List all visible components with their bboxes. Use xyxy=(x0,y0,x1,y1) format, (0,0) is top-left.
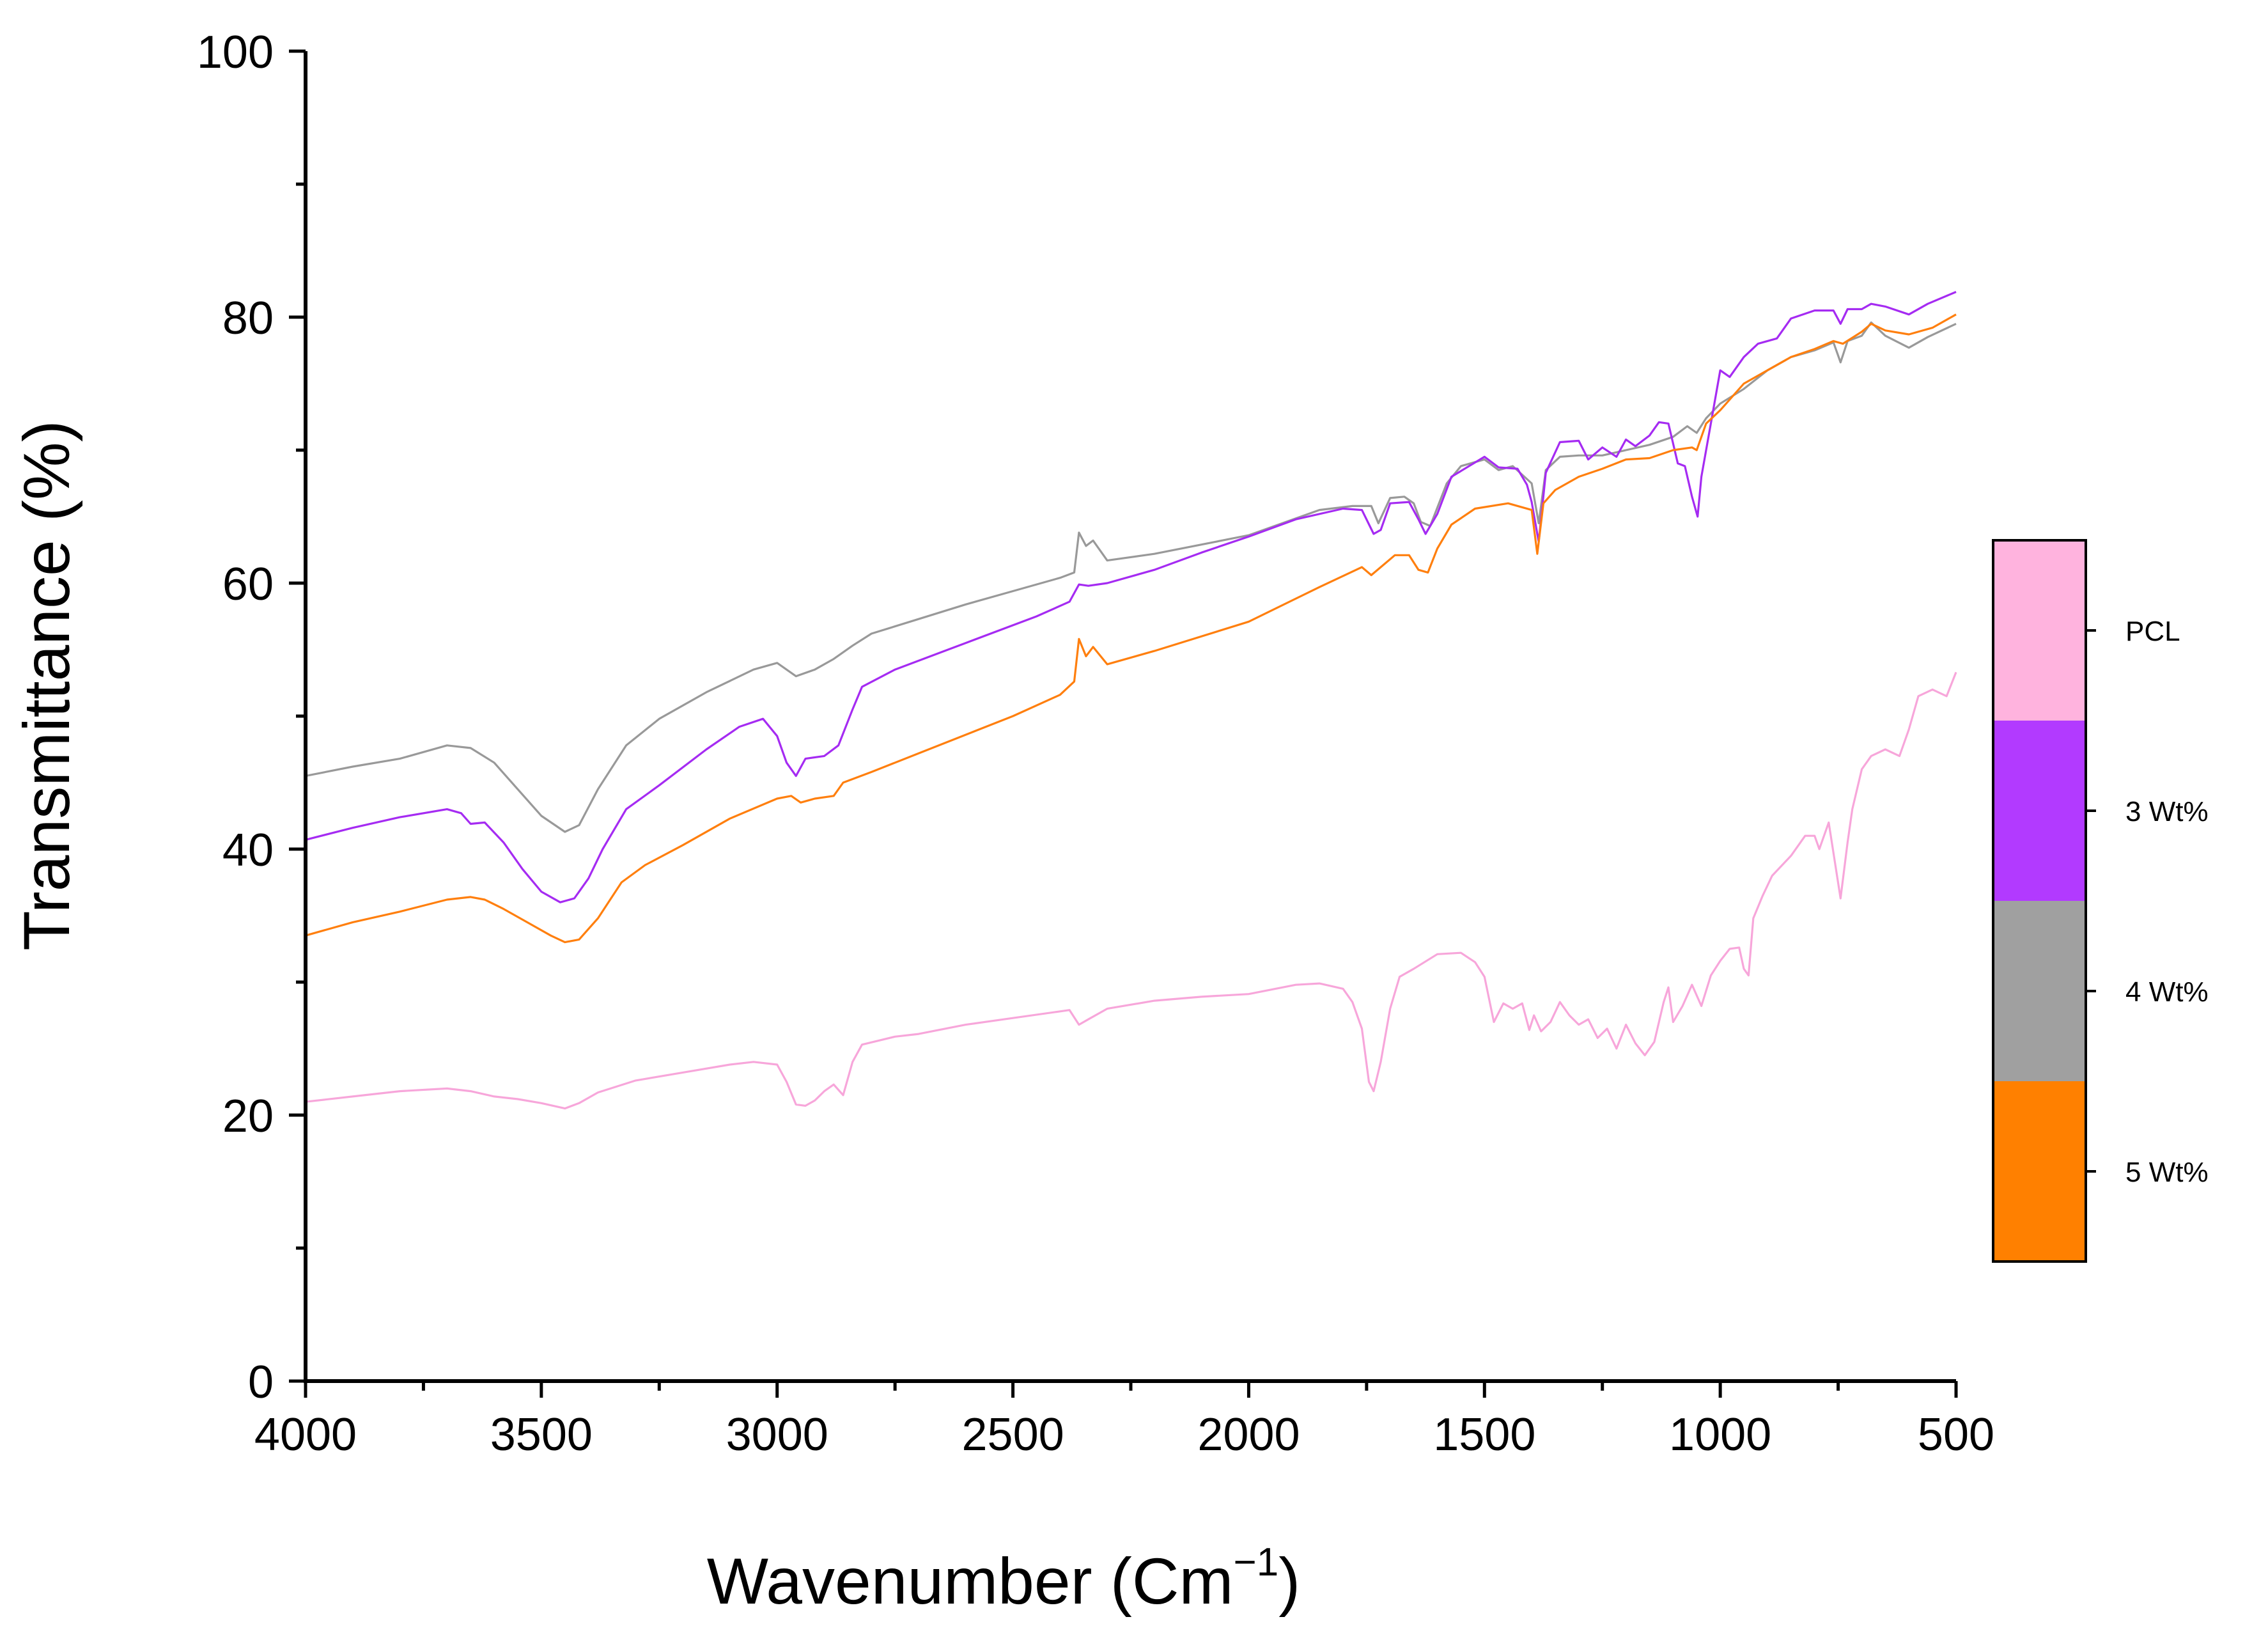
y-tick-label: 0 xyxy=(248,1357,274,1408)
x-tick-label: 3000 xyxy=(726,1409,828,1460)
series-line-5-wt xyxy=(305,313,1957,944)
x-axis-title-close: ) xyxy=(1278,1545,1300,1618)
x-axis-title: Wavenumber (Cm−1) xyxy=(707,1540,1300,1618)
x-axis-title-superscript: −1 xyxy=(1234,1540,1279,1584)
series-layer xyxy=(305,291,1957,1110)
y-tick-label: 20 xyxy=(222,1091,274,1142)
y-tick-label: 80 xyxy=(222,293,274,344)
x-tick-label: 2500 xyxy=(961,1409,1064,1460)
y-tick-label: 60 xyxy=(222,559,274,610)
series-line-3-wt xyxy=(305,291,1957,903)
x-tick-label: 500 xyxy=(1918,1409,1994,1460)
axes xyxy=(289,49,1958,1398)
x-tick-label: 4000 xyxy=(254,1409,357,1460)
x-axis-title-main: Wavenumber (Cm xyxy=(707,1545,1234,1618)
legend-swatch-5-wt xyxy=(1993,1081,2086,1262)
tick-labels: 4000 3500 3000 2500 2000 1500 1000 500 0 20 40 60 80… xyxy=(197,27,1994,1460)
y-tick-label: 100 xyxy=(197,27,274,78)
legend: PCL 3 Wt% 4 Wt% 5 Wt% xyxy=(1992,539,2209,1263)
x-tick-label: 2000 xyxy=(1197,1409,1300,1460)
legend-label-5-wt: 5 Wt% xyxy=(2125,1157,2209,1188)
legend-swatch-4-wt xyxy=(1993,901,2086,1081)
x-tick-label: 1000 xyxy=(1669,1409,1771,1460)
legend-label-pcl: PCL xyxy=(2125,616,2180,647)
series-line-pcl xyxy=(305,671,1957,1110)
x-tick-label: 3500 xyxy=(490,1409,593,1460)
y-tick-label: 40 xyxy=(222,825,274,876)
legend-border xyxy=(1992,539,2087,1263)
legend-swatch-pcl xyxy=(1993,540,2086,721)
y-axis-title: Transmittance (%) xyxy=(10,420,83,950)
legend-label-3-wt: 3 Wt% xyxy=(2125,796,2209,827)
legend-swatch-3-wt xyxy=(1993,721,2086,901)
x-tick-label: 1500 xyxy=(1433,1409,1535,1460)
series-line-4-wt xyxy=(305,321,1957,833)
legend-label-4-wt: 4 Wt% xyxy=(2125,976,2209,1008)
